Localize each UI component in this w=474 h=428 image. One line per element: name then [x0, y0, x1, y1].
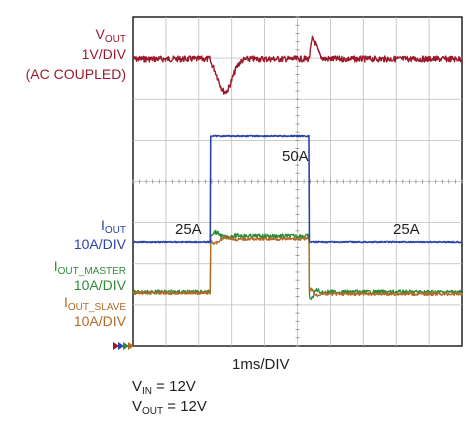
- iout-master-trace: [132, 229, 463, 300]
- iout-slave-label: IOUT_SLAVE: [63, 294, 126, 313]
- vout-scale: 1V/DIV: [81, 46, 126, 62]
- traces: [132, 35, 463, 300]
- vout-coupling-note: (AC COUPLED): [25, 66, 126, 82]
- vout-label: VOUT: [95, 26, 126, 45]
- iout-scale: 10A/DIV: [73, 236, 126, 252]
- iout-trace: [132, 134, 463, 244]
- annotation-50a: 50A: [282, 148, 309, 165]
- condition-vout: VOUT = 12V: [132, 398, 207, 417]
- condition-vin: VIN = 12V: [132, 378, 196, 397]
- annotation-25a-right: 25A: [393, 221, 420, 238]
- iout-master-scale: 10A/DIV: [73, 277, 126, 293]
- x-axis-label: 1ms/DIV: [232, 356, 290, 373]
- annotation-25a-left: 25A: [175, 221, 202, 238]
- iout-slave-trace: [132, 235, 463, 298]
- ground-marker-icon: [113, 342, 134, 350]
- iout-master-label: IOUT_MASTER: [53, 258, 126, 277]
- iout-slave-scale: 10A/DIV: [73, 313, 126, 329]
- iout-label: IOUT: [101, 217, 126, 236]
- vout-trace: [132, 35, 463, 95]
